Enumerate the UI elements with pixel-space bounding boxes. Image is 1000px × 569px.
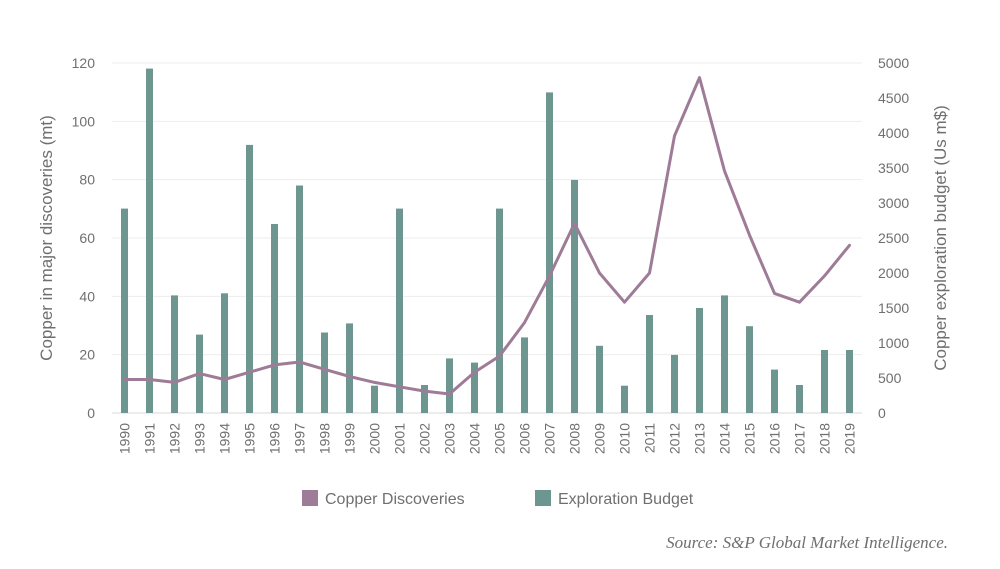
budget-bar	[496, 208, 503, 413]
x-axis-tick-label: 2005	[492, 423, 508, 454]
x-axis-tick-label: 2010	[617, 423, 633, 454]
right-axis-tick-label: 4500	[878, 90, 909, 106]
x-axis-tick-label: 2011	[642, 423, 658, 453]
budget-bar	[546, 92, 553, 414]
budget-bar	[121, 208, 128, 413]
discoveries-line-group	[123, 76, 851, 396]
right-axis-tick-label: 3000	[878, 195, 909, 211]
legend: Copper Discoveries Exploration Budget	[302, 490, 694, 508]
source-note: Source: S&P Global Market Intelligence.	[666, 533, 948, 552]
budget-bar	[321, 332, 328, 413]
left-axis-ticks: 0 20 40 60 80 100 120	[72, 55, 96, 421]
x-axis-ticks: 1990 1991 1992 1993 1994 1995 1996 1997 1998 1999…	[117, 423, 858, 454]
x-axis-tick-label: 2015	[742, 423, 758, 454]
x-axis-tick-label: 1996	[267, 423, 283, 454]
x-axis-tick-label: 1998	[317, 423, 333, 454]
legend-swatch-copper-discoveries	[302, 490, 318, 506]
budget-bars	[121, 68, 853, 414]
x-axis-tick-label: 2019	[842, 423, 858, 454]
left-axis-tick-label: 120	[72, 55, 96, 71]
left-axis-tick-label: 100	[72, 113, 96, 129]
budget-bar	[596, 345, 603, 413]
x-axis-tick-label: 2003	[442, 423, 458, 454]
budget-bar	[796, 385, 803, 413]
copper-discoveries-line	[123, 76, 851, 396]
right-axis-tick-label: 1500	[878, 300, 909, 316]
legend-label-exploration-budget: Exploration Budget	[558, 491, 694, 508]
budget-bar	[646, 315, 653, 413]
x-axis-tick-label: 2014	[717, 423, 733, 454]
budget-bar	[171, 295, 178, 413]
left-axis-tick-label: 20	[79, 347, 95, 363]
budget-bar	[721, 295, 728, 413]
x-axis-tick-label: 1999	[342, 423, 358, 454]
right-axis-tick-label: 1000	[878, 335, 909, 351]
left-axis-tick-label: 40	[79, 288, 95, 304]
budget-bar	[846, 350, 853, 413]
x-axis-tick-label: 1992	[167, 423, 183, 454]
budget-bar	[246, 144, 253, 413]
budget-bar	[571, 179, 578, 413]
x-axis-tick-label: 2000	[367, 423, 383, 454]
budget-bar	[746, 326, 753, 413]
x-axis-tick-label: 2006	[517, 423, 533, 454]
budget-bar	[371, 385, 378, 413]
x-axis-tick-label: 2009	[592, 423, 608, 454]
budget-bar	[146, 68, 153, 413]
budget-bar	[446, 358, 453, 413]
legend-label-copper-discoveries: Copper Discoveries	[325, 491, 465, 508]
x-axis-tick-label: 2004	[467, 423, 483, 454]
budget-bar	[821, 350, 828, 413]
x-axis-tick-label: 2017	[792, 423, 808, 454]
left-axis-tick-label: 60	[79, 230, 95, 246]
right-axis-tick-label: 2500	[878, 230, 909, 246]
right-axis-tick-label: 2000	[878, 265, 909, 281]
right-axis-tick-label: 3500	[878, 160, 909, 176]
x-axis-tick-label: 2007	[542, 423, 558, 454]
budget-bar	[621, 385, 628, 413]
budget-bar	[396, 208, 403, 413]
x-axis-tick-label: 1994	[217, 423, 233, 454]
x-axis-tick-label: 1991	[142, 423, 158, 454]
budget-bar	[521, 337, 528, 413]
budget-bar	[771, 369, 778, 413]
legend-swatch-exploration-budget	[535, 490, 551, 506]
budget-bar	[671, 354, 678, 413]
budget-bar	[421, 385, 428, 413]
gridlines	[112, 62, 862, 414]
x-axis-tick-label: 2002	[417, 423, 433, 454]
x-axis-tick-label: 2013	[692, 423, 708, 454]
right-axis-ticks: 0 500 1000 1500 2000 2500 3000 3500 4000 4500 5000	[878, 55, 909, 421]
x-axis-tick-label: 1997	[292, 423, 308, 454]
left-axis-title: Copper in major discoveries (mt)	[37, 115, 56, 361]
x-axis-tick-label: 1990	[117, 423, 133, 454]
x-axis-tick-label: 2018	[817, 423, 833, 454]
right-axis-tick-label: 5000	[878, 55, 909, 71]
budget-bar	[221, 293, 228, 413]
budget-bar	[271, 224, 278, 413]
budget-bar	[471, 362, 478, 413]
x-axis-tick-label: 1995	[242, 423, 258, 454]
right-axis-tick-label: 4000	[878, 125, 909, 141]
right-axis-tick-label: 500	[878, 370, 902, 386]
right-axis-title: Copper exploration budget (Us m$)	[931, 105, 950, 371]
right-axis-tick-label: 0	[878, 405, 886, 421]
budget-bar	[696, 308, 703, 413]
budget-bar	[346, 323, 353, 413]
left-axis-tick-label: 0	[87, 405, 95, 421]
x-axis-tick-label: 2012	[667, 423, 683, 454]
x-axis-tick-label: 2016	[767, 423, 783, 454]
left-axis-tick-label: 80	[79, 172, 95, 188]
x-axis-tick-label: 1993	[192, 423, 208, 454]
x-axis-tick-label: 2001	[392, 423, 408, 454]
x-axis-tick-label: 2008	[567, 423, 583, 454]
budget-bar	[296, 185, 303, 413]
